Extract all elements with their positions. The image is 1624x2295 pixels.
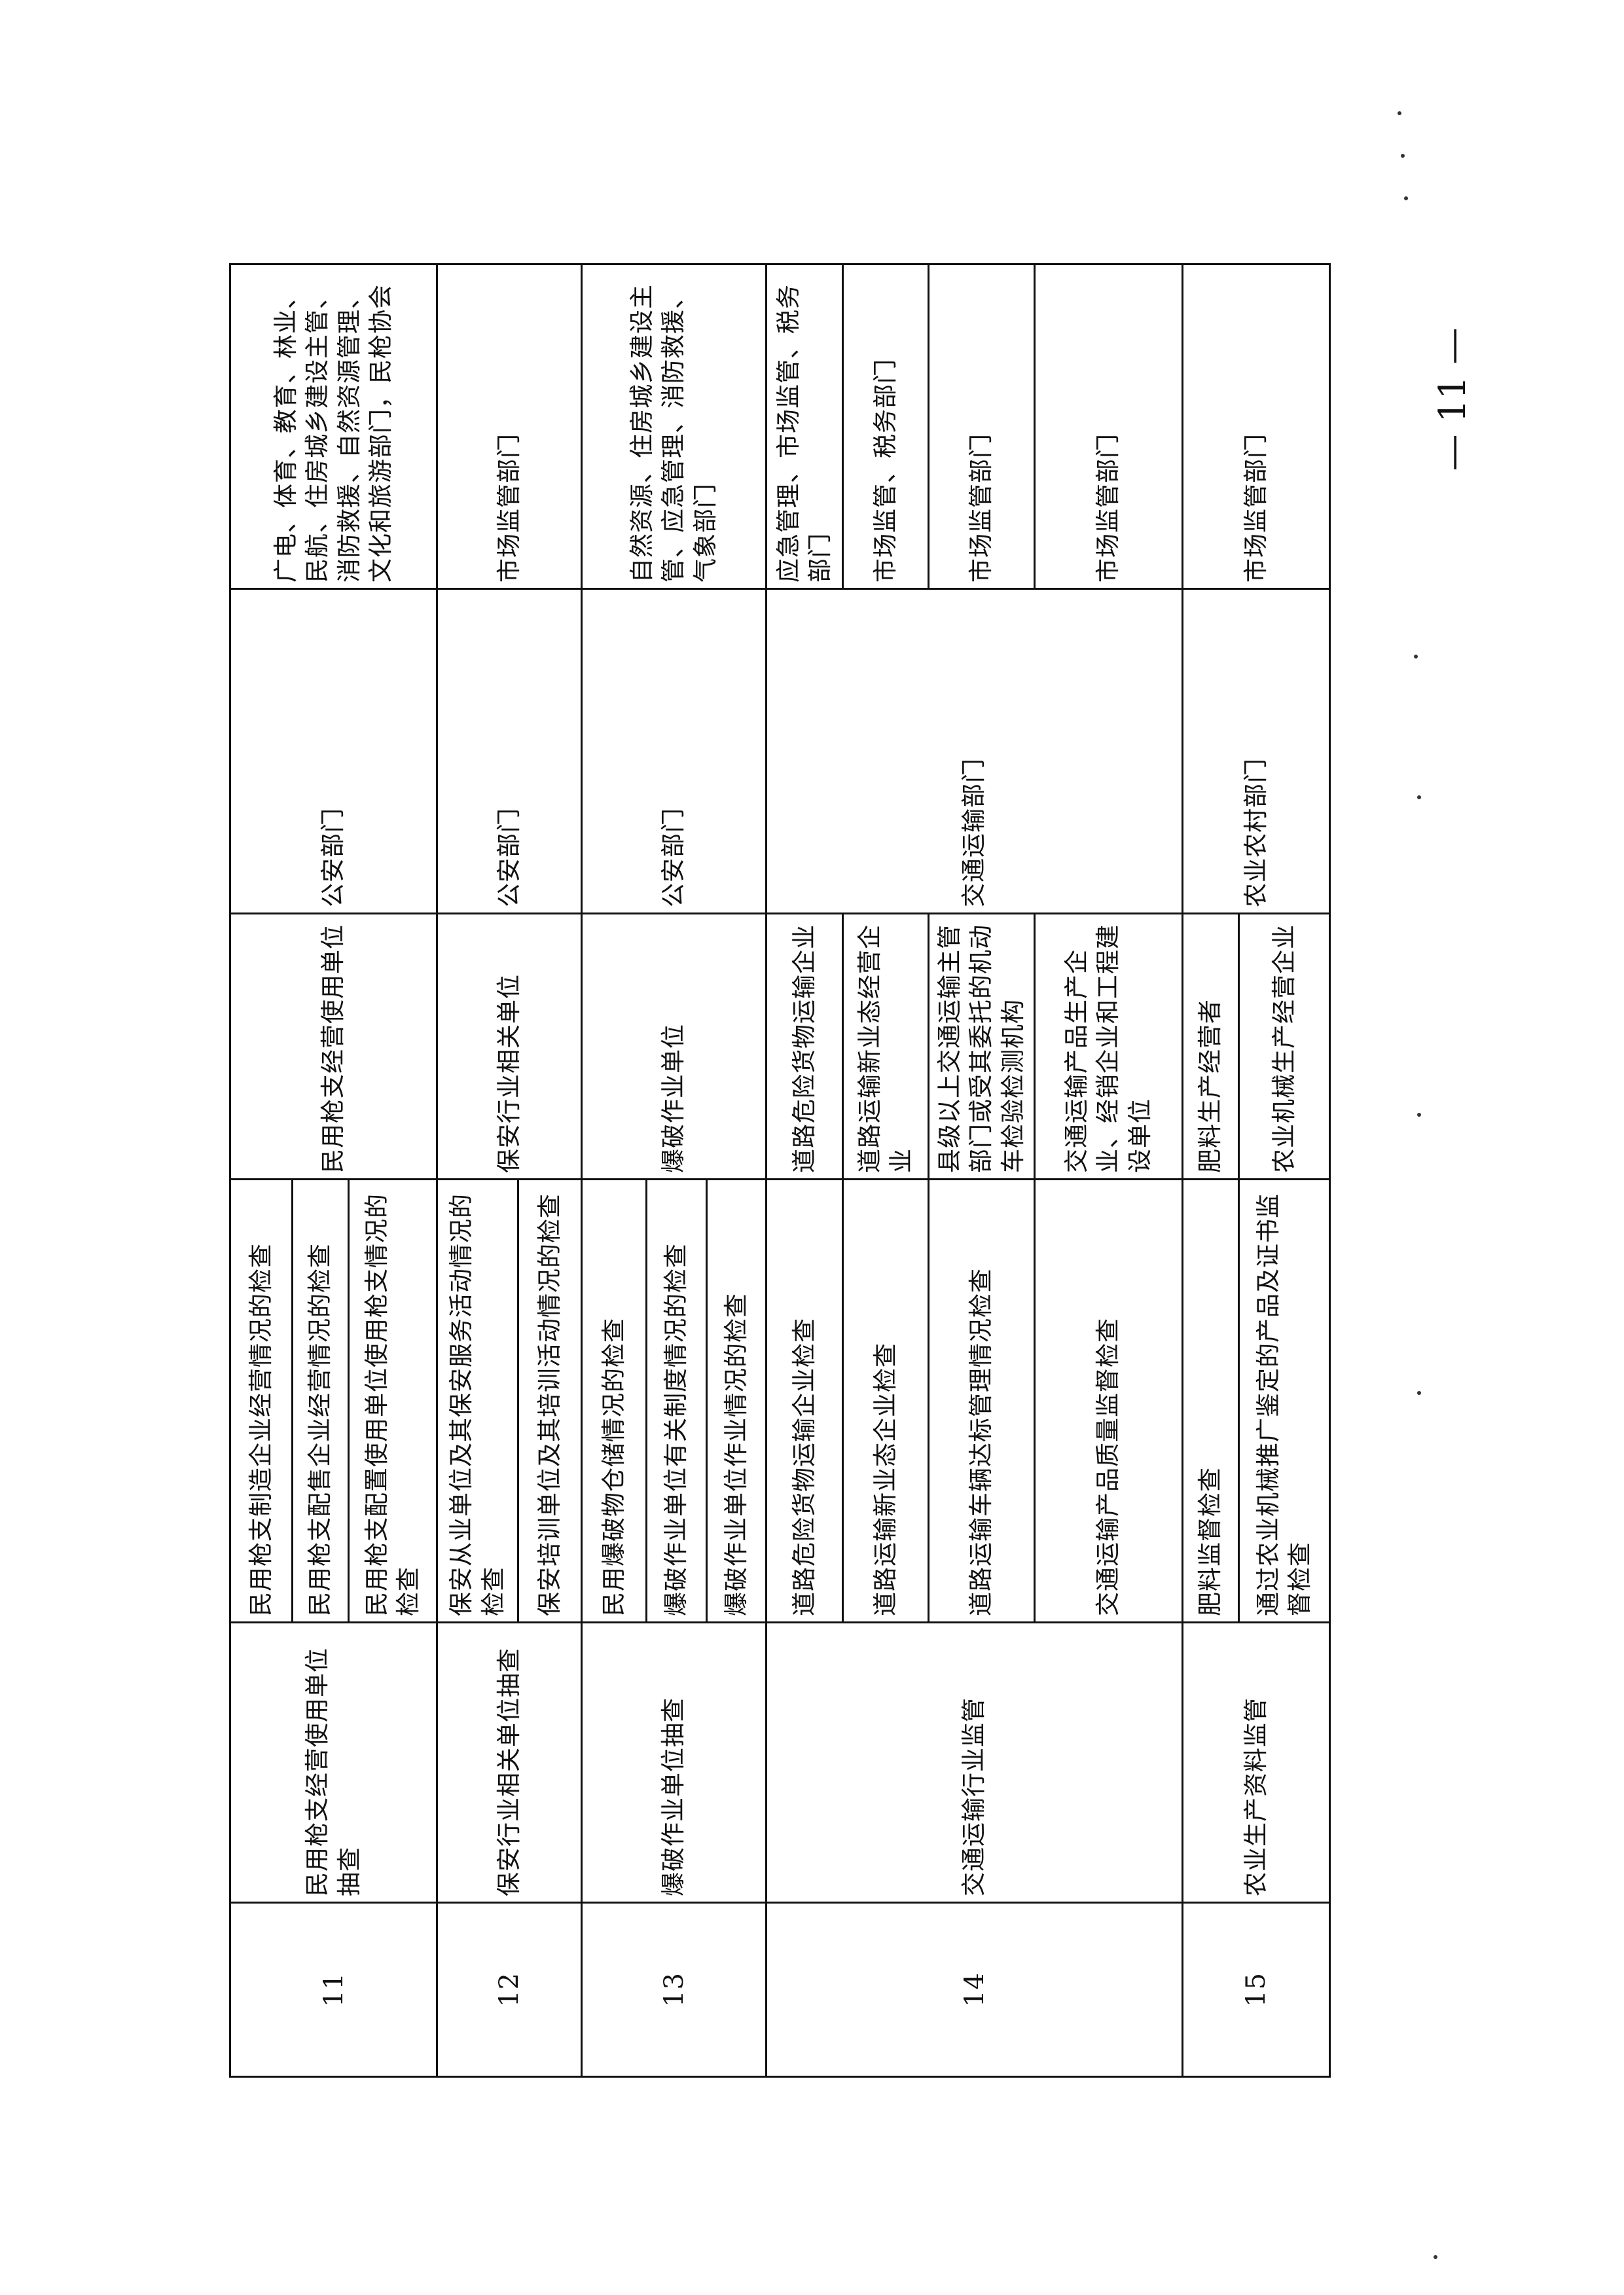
inspection-item: 交通运输产品质量监督检查 bbox=[1034, 1179, 1183, 1623]
inspection-object: 农业机械生产经营企业 bbox=[1238, 913, 1330, 1180]
responsible-departments: 市场监管、税务部门 bbox=[842, 264, 929, 589]
inspection-object: 肥料生产经营者 bbox=[1182, 913, 1239, 1180]
inspection-item: 爆破作业单位作业情况的检查 bbox=[706, 1179, 767, 1623]
inspection-item: 民用爆破物仓储情况的检查 bbox=[581, 1179, 647, 1623]
scan-speck bbox=[1404, 196, 1408, 200]
inspection-item: 民用枪支配售企业经营情况的检查 bbox=[292, 1179, 349, 1623]
item-name: 民用枪支经营使用单位抽查 bbox=[230, 1622, 437, 1903]
inspection-item: 保安从业单位及其保安服务活动情况的检查 bbox=[437, 1179, 518, 1623]
scan-speck bbox=[1401, 154, 1405, 158]
inspection-item: 肥料监督检查 bbox=[1182, 1179, 1239, 1623]
inspection-table: 11 民用枪支经营使用单位抽查 民用枪支制造企业经营情况的检查 民用枪支经营使用… bbox=[229, 263, 1331, 2078]
row-number: 14 bbox=[766, 1902, 1183, 2077]
inspection-object: 交通运输产品生产企业、经销企业和工程建设单位 bbox=[1034, 913, 1183, 1180]
inspection-object: 道路运输新业态经营企业 bbox=[842, 913, 929, 1180]
inspection-item: 保安培训单位及其培训活动情况的检查 bbox=[518, 1179, 582, 1623]
inspection-item: 道路运输新业态企业检查 bbox=[842, 1179, 929, 1623]
lead-department: 公安部门 bbox=[230, 588, 437, 914]
inspection-object: 爆破作业单位 bbox=[581, 913, 767, 1180]
row-number: 13 bbox=[581, 1902, 767, 2077]
row-number: 15 bbox=[1182, 1902, 1330, 2077]
responsible-departments: 应急管理、市场监管、税务部门 bbox=[766, 264, 843, 589]
row-number: 12 bbox=[437, 1902, 582, 2077]
inspection-item: 民用枪支制造企业经营情况的检查 bbox=[230, 1179, 293, 1623]
item-name: 农业生产资料监管 bbox=[1182, 1622, 1330, 1903]
inspection-item: 通过农业机械推广鉴定的产品及证书监督检查 bbox=[1238, 1179, 1330, 1623]
row-number: 11 bbox=[230, 1902, 437, 2077]
table-row: 15 农业生产资料监管 肥料监督检查 肥料生产经营者 农业农村部门 市场监管部门 bbox=[1182, 264, 1330, 2077]
page-number: — 11 — bbox=[1432, 327, 1474, 471]
table-row: 13 爆破作业单位抽查 民用爆破物仓储情况的检查 爆破作业单位 公安部门 自然资… bbox=[581, 264, 767, 2077]
responsible-departments: 市场监管部门 bbox=[1182, 264, 1330, 589]
inspection-object: 保安行业相关单位 bbox=[437, 913, 582, 1180]
scan-speck bbox=[1434, 2255, 1437, 2259]
inspection-item: 道路运输车辆达标管理情况检查 bbox=[928, 1179, 1035, 1623]
item-name: 爆破作业单位抽查 bbox=[581, 1622, 767, 1903]
inspection-table-wrapper: 11 民用枪支经营使用单位抽查 民用枪支制造企业经营情况的检查 民用枪支经营使用… bbox=[229, 263, 1331, 2078]
inspection-item: 民用枪支配置使用单位使用枪支情况的检查 bbox=[348, 1179, 437, 1623]
table-row: 12 保安行业相关单位抽查 保安从业单位及其保安服务活动情况的检查 保安行业相关… bbox=[437, 264, 582, 2077]
item-name: 交通运输行业监管 bbox=[766, 1622, 1183, 1903]
scan-speck bbox=[1417, 1391, 1421, 1395]
scan-speck bbox=[1417, 795, 1421, 799]
responsible-departments: 广电、体育、教育、林业、民航、住房城乡建设主管、消防救援、自然资源管理、文化和旅… bbox=[230, 264, 437, 589]
lead-department: 公安部门 bbox=[581, 588, 767, 914]
lead-department: 公安部门 bbox=[437, 588, 582, 914]
lead-department: 农业农村部门 bbox=[1182, 588, 1330, 914]
scan-speck bbox=[1417, 1113, 1421, 1117]
inspection-object: 县级以上交通运输主管部门或受其委托的机动车检验检测机构 bbox=[928, 913, 1035, 1180]
inspection-object: 民用枪支经营使用单位 bbox=[230, 913, 437, 1180]
responsible-departments: 市场监管部门 bbox=[1034, 264, 1183, 589]
inspection-object: 道路危险货物运输企业 bbox=[766, 913, 843, 1180]
lead-department: 交通运输部门 bbox=[766, 588, 1183, 914]
inspection-item: 爆破作业单位有关制度情况的检查 bbox=[646, 1179, 707, 1623]
responsible-departments: 市场监管部门 bbox=[928, 264, 1035, 589]
table-row: 14 交通运输行业监管 道路危险货物运输企业检查 道路危险货物运输企业 交通运输… bbox=[766, 264, 1183, 2077]
scan-speck bbox=[1414, 655, 1418, 659]
scan-speck bbox=[1398, 111, 1401, 115]
responsible-departments: 市场监管部门 bbox=[437, 264, 582, 589]
item-name: 保安行业相关单位抽查 bbox=[437, 1622, 582, 1903]
table-row: 11 民用枪支经营使用单位抽查 民用枪支制造企业经营情况的检查 民用枪支经营使用… bbox=[230, 264, 437, 2077]
inspection-item: 道路危险货物运输企业检查 bbox=[766, 1179, 843, 1623]
responsible-departments: 自然资源、住房城乡建设主管、应急管理、消防救援、气象部门 bbox=[581, 264, 767, 589]
